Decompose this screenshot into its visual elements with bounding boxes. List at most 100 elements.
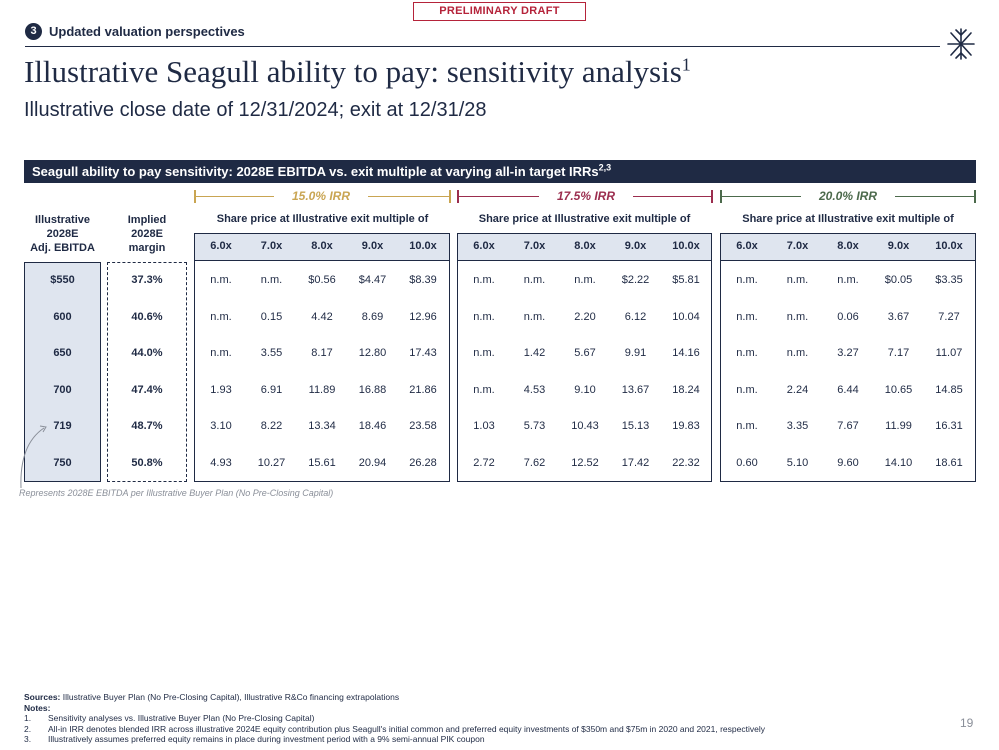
share-price-cell: n.m. bbox=[786, 347, 809, 359]
share-price-cell: n.m. bbox=[210, 274, 232, 286]
multiple-header: 6.0x bbox=[473, 240, 495, 252]
ebitda-cell: 700 bbox=[53, 384, 72, 396]
share-price-cell: n.m. bbox=[786, 311, 809, 323]
irr-label-175: 17.5% IRR bbox=[556, 189, 616, 203]
multiple-header-bar bbox=[195, 234, 449, 261]
sources-and-notes: Sources: Illustrative Buyer Plan (No Pre… bbox=[24, 692, 924, 745]
share-price-cell: 17.42 bbox=[621, 457, 650, 469]
share-price-cell: n.m. bbox=[210, 311, 232, 323]
section-label: Updated valuation perspectives bbox=[49, 24, 245, 39]
share-price-cell: 17.43 bbox=[409, 347, 437, 359]
ebitda-column-header: Illustrative 2028E Adj. EBITDA bbox=[30, 214, 95, 254]
share-price-cell: n.m. bbox=[736, 384, 758, 396]
snowflake-logo-icon bbox=[947, 28, 975, 60]
share-price-cell: 14.16 bbox=[672, 347, 700, 359]
share-price-cell: n.m. bbox=[260, 274, 283, 286]
share-price-cell: 7.62 bbox=[523, 457, 546, 469]
ebitda-cell: 650 bbox=[53, 347, 72, 359]
sources-line: Sources: Illustrative Buyer Plan (No Pre… bbox=[24, 692, 400, 702]
irr-20-line-left bbox=[720, 196, 801, 197]
section-tag: 3 Updated valuation perspectives bbox=[25, 23, 245, 40]
group-heading-175: Share price at Illustrative exit multipl… bbox=[478, 213, 691, 225]
margin-cell: 37.3% bbox=[131, 274, 163, 286]
irr-15-table-box bbox=[194, 233, 450, 482]
notes-label: Notes: bbox=[24, 702, 51, 713]
share-price-cell: 18.24 bbox=[672, 384, 700, 396]
irr-label-20: 20.0% IRR bbox=[818, 189, 878, 203]
share-price-cell: 5.10 bbox=[786, 457, 809, 469]
share-price-cell: 10.27 bbox=[257, 457, 286, 469]
share-price-cell: 14.10 bbox=[884, 457, 913, 469]
share-price-cell: 21.86 bbox=[409, 384, 437, 396]
share-price-cell: 22.32 bbox=[672, 457, 700, 469]
irr-20-table-box bbox=[720, 233, 976, 482]
share-price-cell: 9.91 bbox=[624, 347, 647, 359]
multiple-header: 9.0x bbox=[624, 240, 647, 252]
share-price-cell: 20.94 bbox=[358, 457, 387, 469]
share-price-cell: 3.35 bbox=[786, 420, 809, 432]
share-price-cell: n.m. bbox=[736, 347, 758, 359]
margin-column-header: Implied 2028E margin bbox=[127, 214, 167, 254]
share-price-cell: $4.47 bbox=[358, 274, 387, 286]
share-price-cell: 13.34 bbox=[308, 420, 336, 432]
share-price-cell: 26.28 bbox=[409, 457, 437, 469]
irr-20-line-right bbox=[895, 196, 976, 197]
share-price-cell: 4.53 bbox=[523, 384, 546, 396]
share-price-cell: 10.43 bbox=[571, 420, 599, 432]
share-price-cell: 23.58 bbox=[409, 420, 437, 432]
share-price-cell: $0.05 bbox=[884, 274, 913, 286]
share-price-cell: 10.65 bbox=[884, 384, 913, 396]
share-price-cell: 0.15 bbox=[260, 311, 283, 323]
multiple-header: 9.0x bbox=[887, 240, 910, 252]
share-price-cell: 2.72 bbox=[473, 457, 495, 469]
share-price-cell: 19.83 bbox=[672, 420, 700, 432]
share-price-cell: 2.24 bbox=[786, 384, 809, 396]
margin-cell: 47.4% bbox=[131, 384, 163, 396]
share-price-cell: 1.03 bbox=[473, 420, 495, 432]
multiple-header: 7.0x bbox=[523, 240, 546, 252]
share-price-cell: n.m. bbox=[473, 311, 495, 323]
share-price-cell: 9.60 bbox=[837, 457, 859, 469]
share-price-cell: 16.31 bbox=[935, 420, 963, 432]
irr-175-right-cap bbox=[711, 190, 713, 203]
share-price-cell: 7.27 bbox=[938, 311, 960, 323]
share-price-cell: 0.06 bbox=[837, 311, 859, 323]
page-subtitle: Illustrative close date of 12/31/2024; e… bbox=[24, 99, 487, 121]
share-price-cell: 16.88 bbox=[358, 384, 387, 396]
share-price-cell: 15.61 bbox=[308, 457, 336, 469]
header-rule bbox=[25, 46, 940, 47]
page-title: Illustrative Seagull ability to pay: sen… bbox=[24, 54, 691, 89]
multiple-header: 8.0x bbox=[311, 240, 333, 252]
note-item: 2. All-in IRR denotes blended IRR across … bbox=[24, 723, 765, 734]
multiple-header: 6.0x bbox=[210, 240, 232, 252]
margin-cell: 40.6% bbox=[131, 311, 163, 323]
section-number: 3 bbox=[25, 23, 42, 40]
share-price-cell: 10.04 bbox=[672, 311, 700, 323]
share-price-cell: 1.93 bbox=[210, 384, 232, 396]
page-number: 19 bbox=[960, 716, 974, 730]
share-price-cell: n.m. bbox=[736, 420, 758, 432]
share-price-cell: n.m. bbox=[837, 274, 859, 286]
share-price-cell: 3.55 bbox=[260, 347, 283, 359]
share-price-cell: 5.73 bbox=[523, 420, 546, 432]
share-price-cell: $0.56 bbox=[308, 274, 336, 286]
group-heading-15: Share price at Illustrative exit multipl… bbox=[216, 213, 429, 225]
share-price-cell: $8.39 bbox=[409, 274, 437, 286]
share-price-cell: n.m. bbox=[473, 347, 495, 359]
irr-20-right-cap bbox=[974, 190, 976, 203]
share-price-cell: 15.13 bbox=[621, 420, 650, 432]
share-price-cell: 2.20 bbox=[574, 311, 596, 323]
note-item: 1. Sensitivity analyses vs. Illustrative … bbox=[24, 713, 315, 723]
margin-cell: 44.0% bbox=[131, 347, 163, 359]
share-price-cell: 14.85 bbox=[935, 384, 963, 396]
multiple-header: 7.0x bbox=[260, 240, 283, 252]
margin-cell: 50.8% bbox=[131, 457, 163, 469]
share-price-cell: 12.96 bbox=[409, 311, 437, 323]
share-price-cell: 11.99 bbox=[885, 420, 912, 432]
irr-175-line-left bbox=[457, 196, 539, 197]
share-price-cell: 18.61 bbox=[935, 457, 963, 469]
share-price-cell: 11.07 bbox=[935, 347, 963, 359]
irr-15-right-cap bbox=[449, 190, 451, 203]
share-price-cell: 7.67 bbox=[837, 420, 859, 432]
share-price-cell: 6.12 bbox=[624, 311, 647, 323]
